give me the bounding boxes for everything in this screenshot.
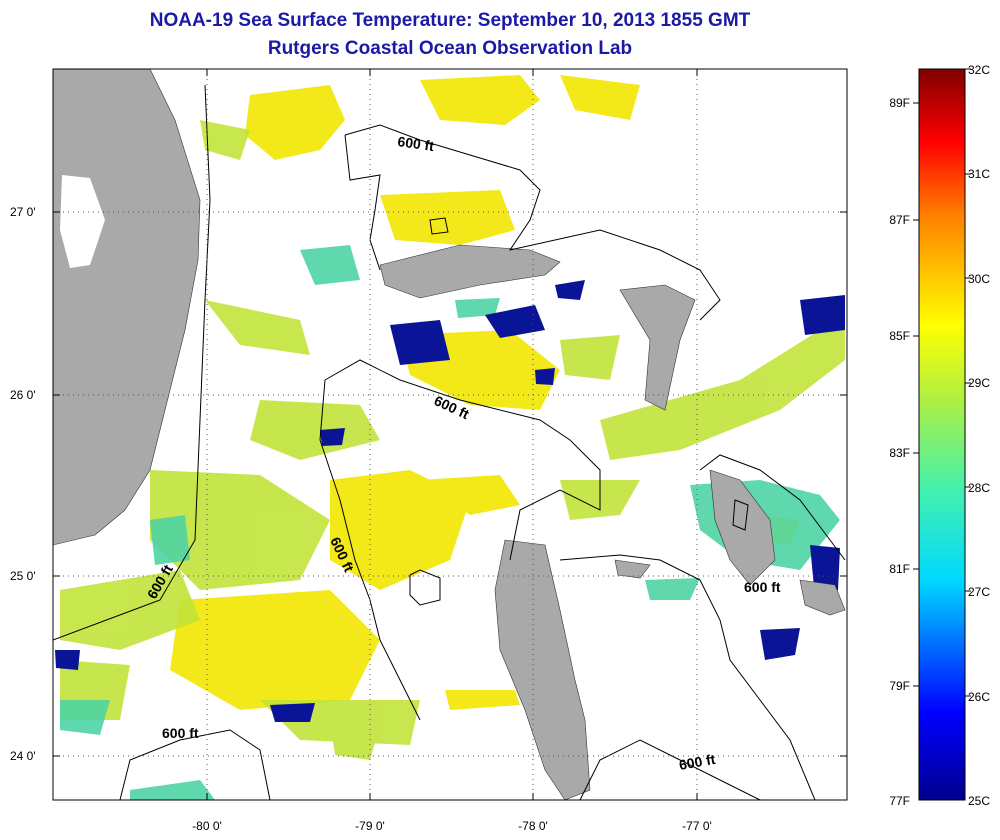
- colorbar-f-label: 83F: [889, 446, 910, 460]
- colorbar-f-label: 85F: [889, 329, 910, 343]
- colorbar: 32C 31C 30C 29C 28C 27C 26C 25C 89F 87F …: [889, 63, 990, 808]
- andros-island: [494, 539, 591, 800]
- contour-label: 600 ft: [744, 579, 781, 595]
- colorbar-c-label: 32C: [968, 63, 990, 77]
- lat-lon-grid: [53, 69, 847, 800]
- colorbar-f-label: 87F: [889, 213, 910, 227]
- lon-label-79: -79 0': [355, 819, 385, 833]
- axis-ticks: [53, 69, 847, 800]
- lat-label-27: 27 0': [10, 205, 36, 219]
- colorbar-c-label: 31C: [968, 167, 990, 181]
- colorbar-c-label: 27C: [968, 585, 990, 599]
- lat-label-26: 26 0': [10, 388, 36, 402]
- colorbar-f-label: 77F: [889, 794, 910, 808]
- grand-bahama-island: [379, 244, 561, 299]
- lon-label-80: -80 0': [192, 819, 222, 833]
- map-frame: [52, 68, 848, 801]
- colorbar-c-label: 29C: [968, 376, 990, 390]
- lat-label-24: 24 0': [10, 749, 36, 763]
- lon-label-77: -77 0': [682, 819, 712, 833]
- contour-label: 600 ft: [397, 133, 436, 154]
- lat-label-25: 25 0': [10, 569, 36, 583]
- map-area: [53, 69, 847, 800]
- colorbar-c-label: 30C: [968, 272, 990, 286]
- colorbar-c-label: 26C: [968, 690, 990, 704]
- colorbar-f-label: 89F: [889, 96, 910, 110]
- colorbar-c-label: 25C: [968, 794, 990, 808]
- lon-label-78: -78 0': [518, 819, 548, 833]
- bathymetry-contours: [53, 84, 846, 800]
- cloud-gap: [60, 175, 105, 268]
- sst-cold-patches: [55, 280, 845, 722]
- map-subtitle: Rutgers Coastal Ocean Observation Lab: [267, 38, 633, 59]
- contour-label: 600 ft: [678, 751, 717, 773]
- eleuthera-island: [709, 469, 776, 586]
- colorbar-f-label: 81F: [889, 562, 910, 576]
- colorbar-c-label: 28C: [968, 481, 990, 495]
- contour-label: 600 ft: [162, 725, 199, 741]
- colorbar-f-label: 79F: [889, 679, 910, 693]
- map-title: NOAA-19 Sea Surface Temperature: Septemb…: [149, 10, 751, 31]
- abaco-island: [619, 284, 696, 411]
- colorbar-gradient: [918, 68, 966, 801]
